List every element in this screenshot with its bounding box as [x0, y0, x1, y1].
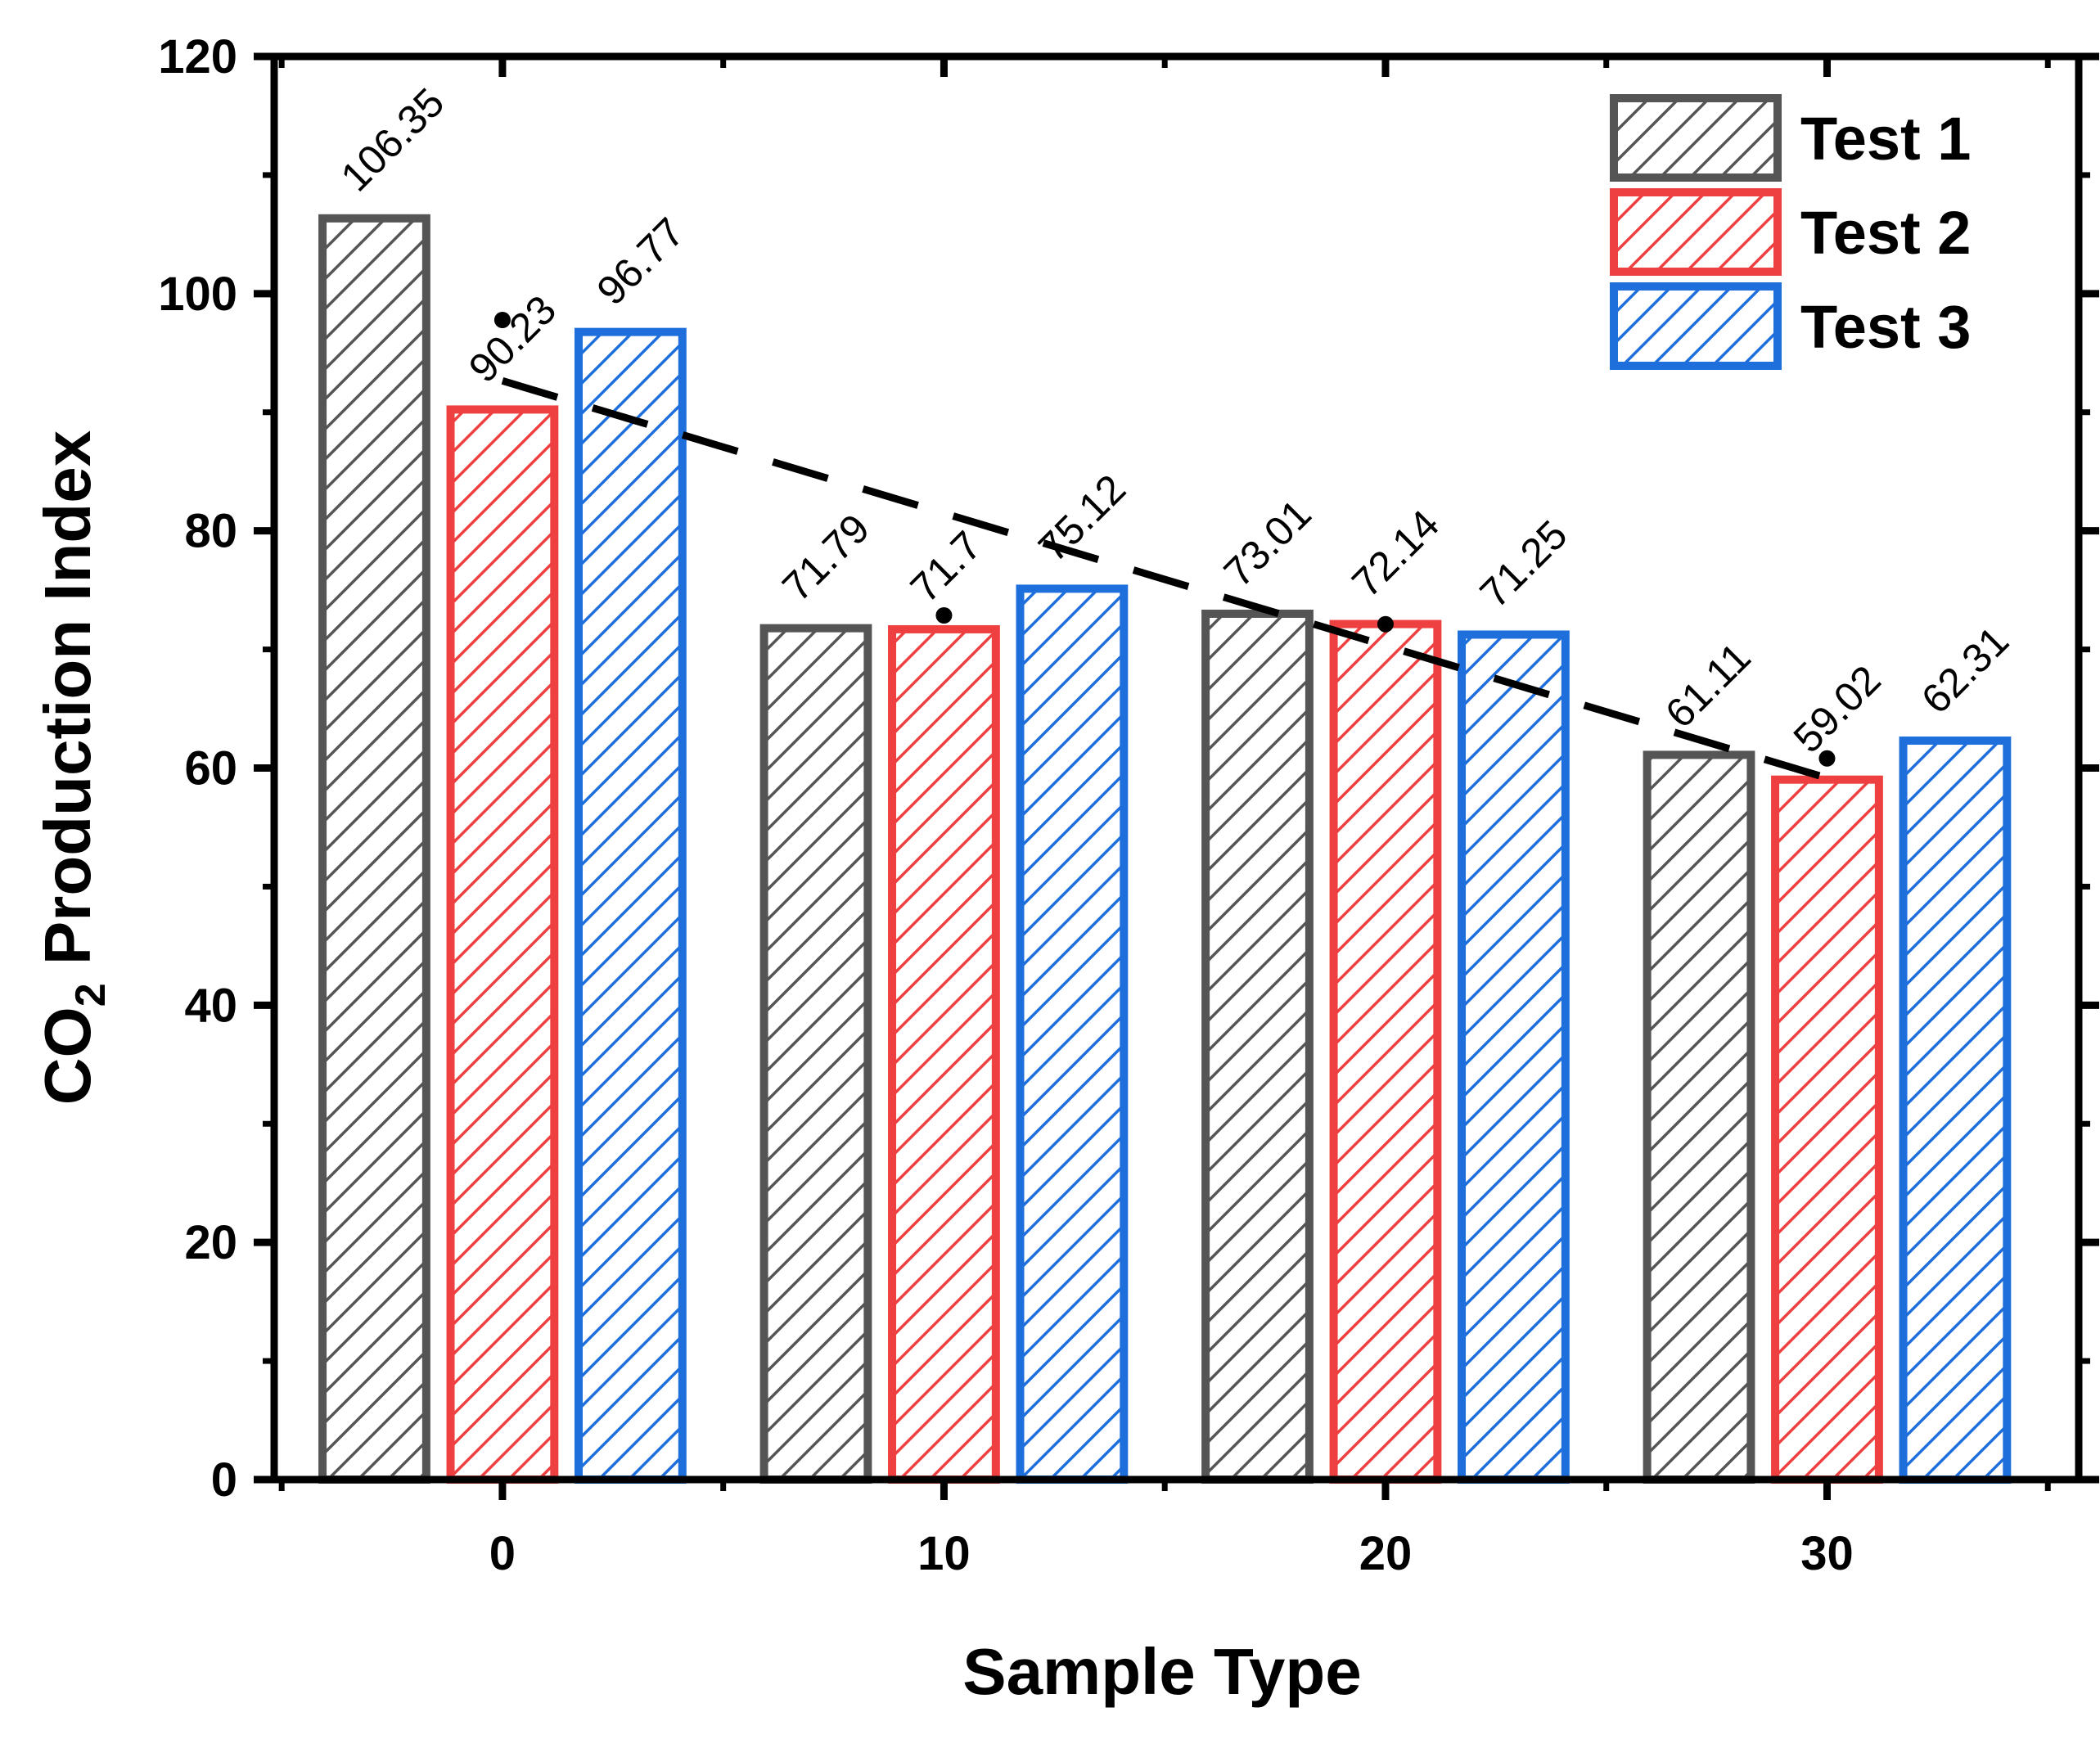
legend-label: Test 3 [1800, 293, 1971, 361]
mean-point [493, 312, 511, 329]
y-axis-title-rest: Production Index [31, 430, 104, 984]
data-label: 62.31 [1913, 618, 2017, 723]
x-axis-title: Sample Type [962, 1635, 1362, 1708]
y-tick-label: 80 [184, 505, 237, 558]
legend-swatch [1610, 188, 1782, 276]
bar-test-2-30 [1771, 775, 1883, 1484]
data-label: 59.02 [1785, 656, 1890, 761]
legend-swatch [1610, 94, 1782, 182]
bar-test-1-10 [759, 624, 872, 1484]
bar-test-3-0 [574, 327, 687, 1484]
mean-point [1377, 615, 1394, 633]
y-tick-label: 100 [158, 268, 237, 321]
bar-test-1-30 [1643, 750, 1755, 1484]
data-label: 71.7 [902, 522, 990, 610]
bar-test-2-0 [446, 405, 559, 1484]
y-tick-label: 40 [184, 979, 237, 1032]
data-label: 61.11 [1656, 634, 1759, 737]
bar-test-2-10 [888, 624, 1000, 1484]
data-label: 71.79 [773, 505, 878, 610]
x-tick-label: 10 [917, 1527, 971, 1580]
x-tick-label: 0 [489, 1527, 516, 1580]
y-tick-label: 0 [211, 1453, 237, 1507]
data-label: 71.25 [1471, 511, 1576, 616]
legend-label: Test 1 [1800, 105, 1971, 173]
data-label: 73.01 [1215, 491, 1320, 596]
bar-test-1-20 [1201, 609, 1314, 1484]
bar-test-3-10 [1016, 584, 1129, 1484]
data-label: 72.14 [1343, 501, 1448, 606]
y-axis-title: CO2 Production Index [31, 430, 115, 1106]
mean-point [935, 606, 953, 624]
bar-test-1-0 [318, 214, 430, 1484]
trendline-layer [493, 312, 1836, 782]
y-axis-title-sub: 2 [67, 983, 115, 1007]
data-label: 96.77 [588, 209, 693, 313]
bars-layer [318, 214, 2012, 1484]
legend: Test 1 Test 2 Test 3 [1610, 94, 1971, 370]
axes-layer: 0 20 40 60 80 100 120 0 10 20 30 [158, 30, 2099, 1580]
bar-test-3-20 [1458, 630, 1570, 1484]
bar-test-2-20 [1329, 619, 1442, 1484]
legend-swatch [1610, 282, 1782, 370]
y-axis-title-main: CO [31, 1007, 104, 1105]
data-label: 90.23 [460, 286, 565, 391]
bar-test-3-30 [1899, 737, 2012, 1484]
y-tick-label: 120 [158, 30, 237, 83]
x-tick-label: 30 [1800, 1527, 1854, 1580]
trendline-dashed [501, 377, 1828, 782]
legend-label: Test 2 [1800, 199, 1971, 267]
y-tick-label: 20 [184, 1216, 237, 1269]
mean-point [1818, 750, 1836, 767]
data-label: 106.35 [332, 79, 453, 200]
x-tick-label: 20 [1359, 1527, 1413, 1580]
y-tick-label: 60 [184, 742, 237, 795]
